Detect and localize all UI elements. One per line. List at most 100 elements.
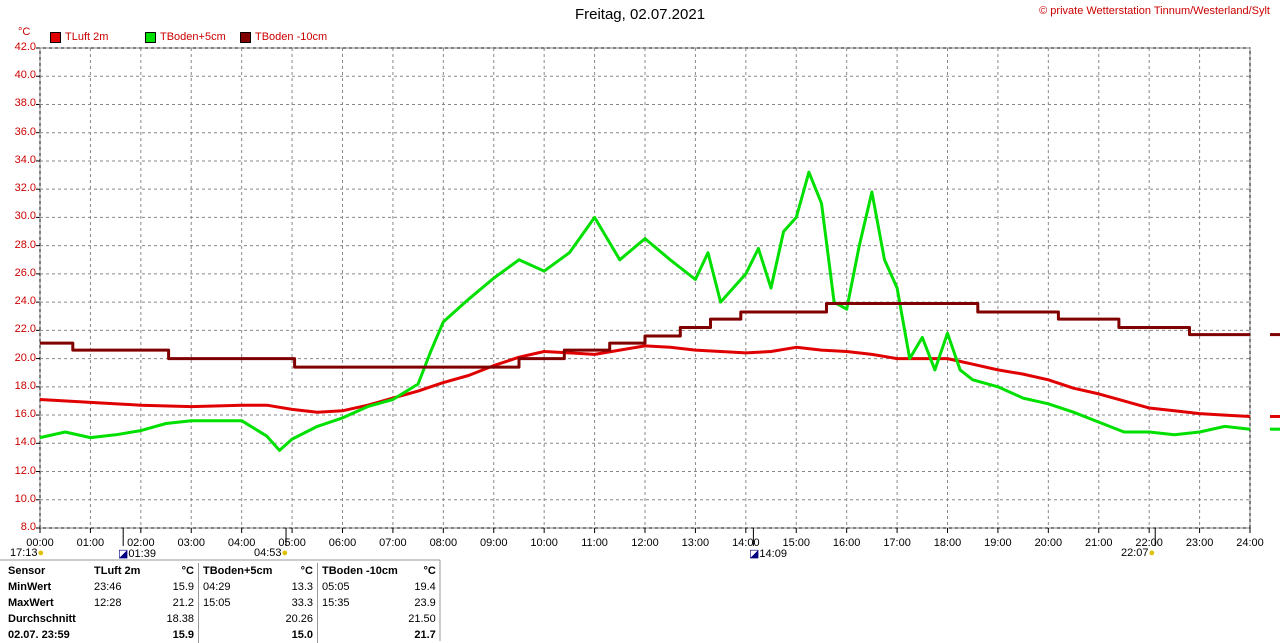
stats-cell: MinWert: [8, 581, 52, 593]
stats-header: °C: [423, 565, 436, 577]
y-tick-label: 26.0: [14, 266, 36, 279]
x-tick-label: 00:00: [26, 537, 54, 549]
stats-cell: 21.50: [408, 613, 436, 625]
copyright-label: © private Wetterstation Tinnum/Westerlan…: [1039, 5, 1270, 17]
x-tick-label: 06:00: [328, 537, 357, 549]
legend-label: TBoden -10cm: [255, 31, 328, 43]
y-tick-label: 40.0: [14, 69, 36, 82]
stats-row: MinWert 23:46 15.9 04:29 13.3 05:05 19.4: [4, 579, 440, 595]
moon1-marker: ◪01:39: [118, 547, 156, 560]
stats-cell: 12:28: [94, 597, 122, 609]
x-tick-label: 21:00: [1084, 537, 1113, 549]
x-tick-label: 24:00: [1236, 537, 1264, 549]
x-tick-label: 18:00: [933, 537, 962, 549]
x-tick-label: 10:00: [530, 537, 558, 549]
moon2-time: 14:09: [759, 548, 787, 560]
stats-cell: [198, 627, 279, 643]
stats-cell: 15.9: [172, 629, 194, 641]
sunrise-time: 04:53: [254, 547, 282, 559]
sun-icon: ●: [1148, 547, 1156, 559]
x-tick-label: 09:00: [479, 537, 508, 549]
sunrise-marker: 04:53●: [254, 547, 288, 559]
stats-cell: 23:46: [94, 581, 122, 593]
stats-cell: MaxWert: [8, 597, 54, 609]
x-tick-label: 05:00: [278, 537, 306, 549]
y-tick-label: 14.0: [14, 436, 36, 449]
moon2-marker: ◪14:09: [749, 547, 787, 560]
stats-table: Sensor TLuft 2m °C TBoden+5cm °C TBoden …: [4, 563, 440, 643]
y-tick-label: 30.0: [14, 210, 36, 223]
sun-icon: ●: [37, 547, 45, 559]
y-tick-label: 34.0: [14, 153, 36, 166]
stats-cell: 15:05: [198, 595, 279, 611]
y-tick-label: 32.0: [14, 182, 36, 195]
x-tick-label: 08:00: [429, 537, 458, 549]
legend-swatch: [240, 31, 251, 43]
stats-cell: 21.2: [172, 597, 194, 609]
stats-header: TLuft 2m: [94, 565, 141, 577]
legend-item-tboden10: TBoden -10cm: [240, 31, 327, 43]
stats-cell: 02.07. 23:59: [8, 629, 70, 641]
y-tick-label: 36.0: [14, 125, 36, 138]
x-tick-label: 01:00: [76, 537, 105, 549]
stats-header: TBoden -10cm: [316, 563, 402, 579]
stats-cell: [316, 627, 402, 643]
stats-cell: 23.9: [414, 597, 436, 609]
stats-cell: 05:05: [316, 579, 402, 595]
stats-cell: [90, 611, 160, 627]
y-tick-label: 42.0: [14, 41, 36, 53]
legend-item-tluft: TLuft 2m: [50, 31, 108, 43]
y-tick-label: 10.0: [14, 492, 36, 505]
moon-icon: ◪: [749, 548, 760, 560]
x-tick-label: 14:00: [732, 537, 760, 549]
moon-icon: ◪: [118, 548, 129, 560]
sunset-time: 22:07: [1121, 547, 1149, 559]
stats-cell: 04:29: [198, 579, 279, 595]
stats-cell: 15:35: [316, 595, 402, 611]
stats-cell: 19.4: [414, 581, 436, 593]
x-tick-label: 19:00: [984, 537, 1012, 549]
stats-row: 02.07. 23:59 15.9 15.0 21.7: [4, 627, 440, 643]
x-tick-label: 04:00: [227, 537, 256, 549]
stats-cell: 13.3: [291, 581, 313, 593]
stats-cell: 33.3: [291, 597, 313, 609]
x-tick-label: 11:00: [581, 537, 608, 549]
series-line-0: [39, 344, 1251, 418]
y-tick-label: 20.0: [14, 351, 36, 364]
stats-cell: [316, 611, 402, 627]
stats-header: °C: [181, 565, 194, 577]
y-unit-label: °C: [18, 26, 31, 38]
legend-label: TLuft 2m: [65, 31, 109, 43]
legend-item-tboden5: TBoden+5cm: [145, 31, 226, 43]
stats-header: °C: [300, 565, 313, 577]
x-tick-label: 17:00: [883, 537, 911, 549]
stats-header: Sensor: [8, 565, 46, 577]
legend-label: TBoden+5cm: [160, 31, 226, 43]
x-tick-label: 07:00: [379, 537, 407, 549]
chart-title: Freitag, 02.07.2021: [574, 6, 706, 23]
x-tick-label: 12:00: [631, 537, 659, 549]
x-tick-label: 13:00: [681, 537, 710, 549]
sunset-marker: 22:07●: [1121, 547, 1155, 559]
x-tick-label: 20:00: [1034, 537, 1063, 549]
stats-cell: 15.9: [172, 581, 194, 593]
x-tick-label: 02:00: [127, 537, 155, 549]
sunset-prev-time: 17:13: [10, 547, 38, 559]
sunset-prev-marker: 17:13●: [10, 547, 44, 559]
moon1-time: 01:39: [128, 548, 156, 560]
y-tick-label: 28.0: [14, 238, 36, 251]
y-tick-label: 38.0: [14, 97, 36, 110]
y-tick-label: 18.0: [14, 379, 36, 392]
x-tick-label: 22:00: [1135, 537, 1163, 549]
x-tick-label: 16:00: [832, 537, 861, 549]
series-line-2: [40, 302, 1250, 369]
legend-swatch: [145, 31, 156, 43]
stats-cell: Durchschnitt: [8, 613, 76, 625]
legend-swatch: [50, 31, 61, 43]
stats-cell: 15.0: [291, 629, 313, 641]
y-tick-label: 8.0: [20, 521, 36, 533]
y-tick-label: 16.0: [14, 408, 36, 421]
stats-header-row: Sensor TLuft 2m °C TBoden+5cm °C TBoden …: [4, 563, 440, 579]
stats-row: Durchschnitt 18.38 20.26 21.50: [4, 611, 440, 627]
